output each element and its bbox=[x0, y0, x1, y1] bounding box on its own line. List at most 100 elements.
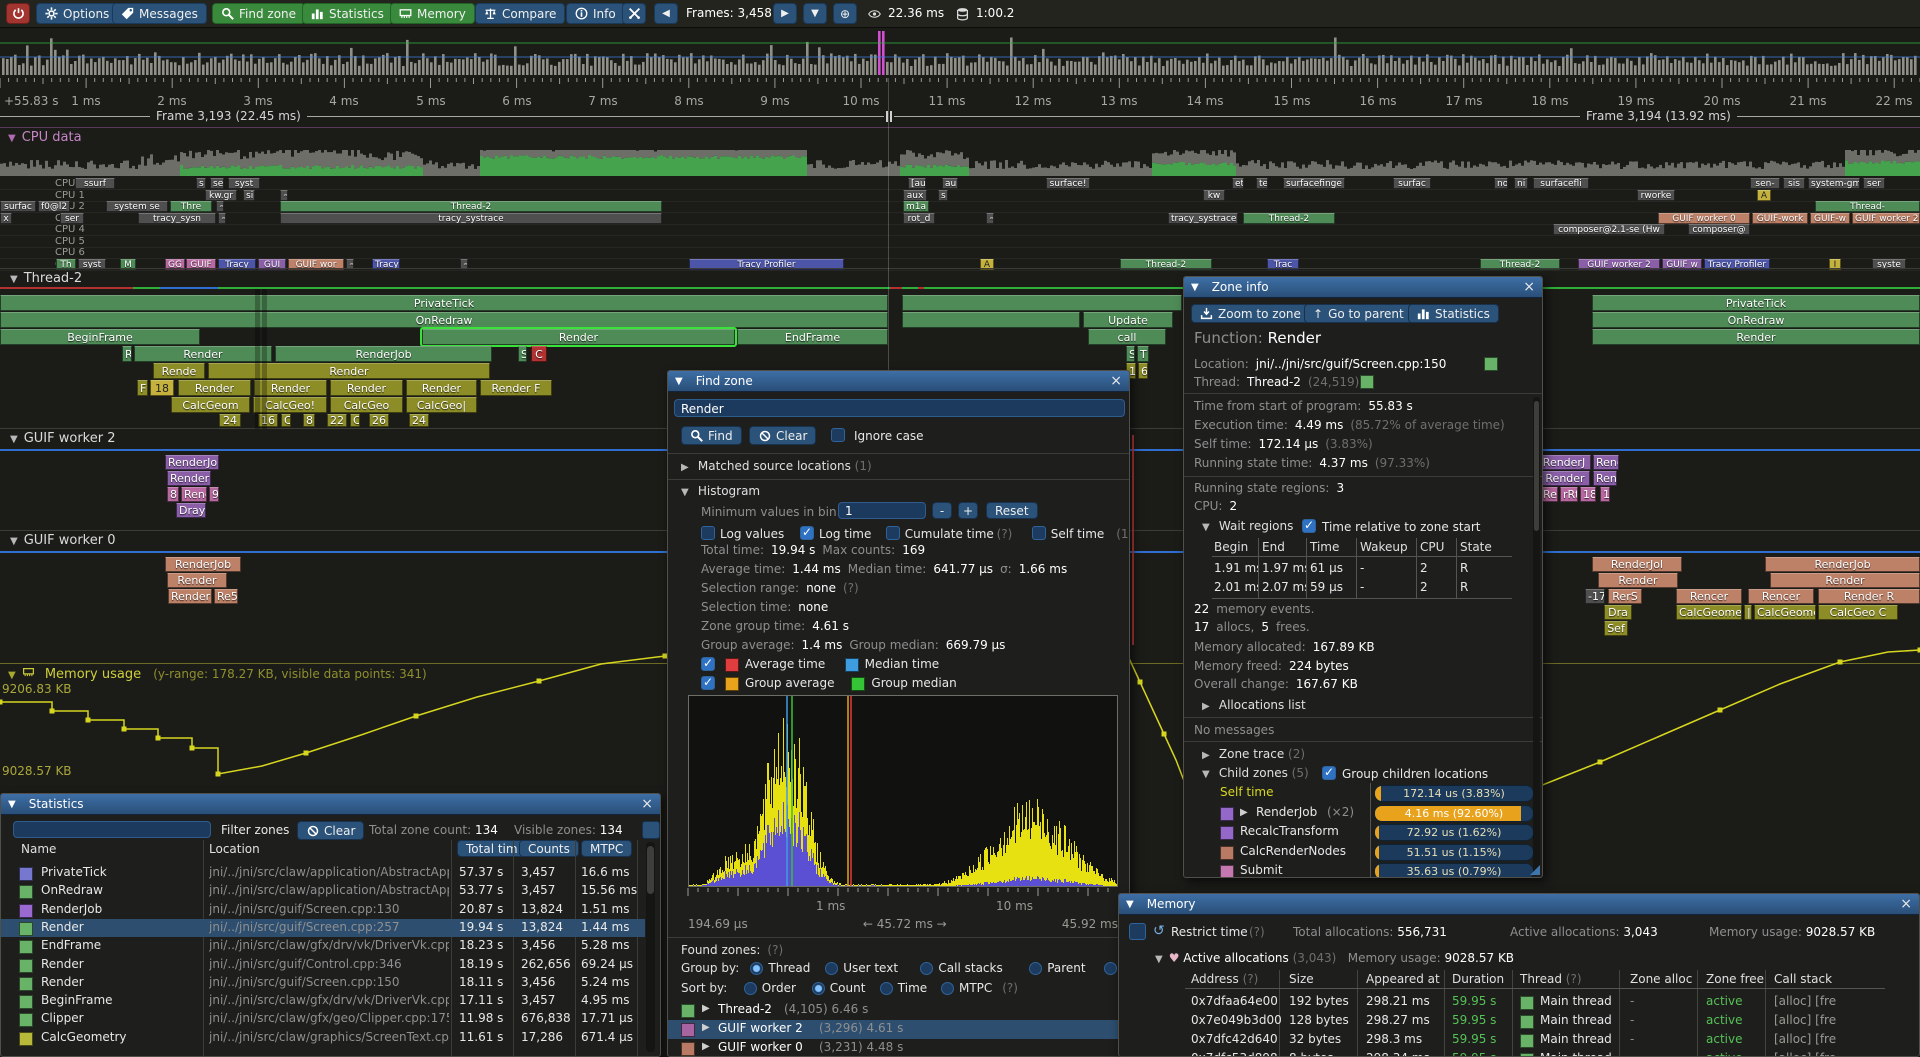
zone-chip[interactable]: 8 bbox=[303, 414, 315, 427]
cpu-zone-chip[interactable]: surfac bbox=[1393, 178, 1431, 189]
wait-regions-header[interactable]: ▼ Wait regions bbox=[1202, 519, 1294, 533]
zone-chip[interactable]: Render bbox=[420, 327, 737, 347]
zone-chip[interactable]: 16 bbox=[258, 414, 278, 427]
zone-chip[interactable]: S bbox=[518, 346, 527, 362]
legend-checkbox[interactable] bbox=[701, 656, 715, 671]
cpu-zone-chip[interactable]: GUIF w bbox=[1662, 259, 1702, 270]
zone-chip[interactable]: Render bbox=[406, 380, 477, 396]
find-zone-panel-titlebar[interactable]: ▼ Find zone × bbox=[668, 371, 1129, 392]
col-header-counts[interactable]: Counts bbox=[519, 840, 579, 857]
cpu-zone-chip[interactable]: no bbox=[1494, 178, 1508, 189]
zone-chip[interactable]: rRt bbox=[1560, 487, 1578, 502]
expand-arrow-icon[interactable]: ▶ bbox=[702, 1041, 710, 1052]
cpu-zone-chip[interactable]: Thread-2 bbox=[1120, 259, 1212, 270]
order-radio[interactable] bbox=[743, 982, 757, 995]
clear-filter-button[interactable]: Clear bbox=[297, 821, 365, 840]
cpu-zone-chip[interactable]: GUI bbox=[258, 259, 286, 270]
allocation-row[interactable]: 0x7dfc42d640 32 bytes 298.3 ms 59.95 s Main … bbox=[1119, 1032, 1919, 1050]
zone-chip[interactable]: CalcGeo bbox=[330, 397, 403, 413]
cpu-zone-chip[interactable]: au bbox=[942, 178, 958, 189]
child-zones[interactable]: ▼ Child zones (5) bbox=[1202, 766, 1309, 780]
cpu-zone-chip[interactable]: ~ bbox=[218, 213, 226, 224]
zone-chip[interactable]: Render bbox=[167, 471, 211, 486]
mem-col-header[interactable]: Duration bbox=[1452, 972, 1505, 986]
table-row[interactable]: BeginFrame jni/../jni/src/claw/gfx/drv/vk… bbox=[1, 992, 645, 1010]
cpu-data-header[interactable]: ▼ CPU data bbox=[8, 130, 82, 145]
zone-chip[interactable]: Render bbox=[178, 380, 251, 396]
user-text-radio[interactable] bbox=[825, 962, 839, 975]
cpu-zone-chip[interactable]: aux bbox=[903, 190, 927, 201]
scrollbar-thumb[interactable] bbox=[1534, 401, 1539, 531]
zone-search-input[interactable]: Render bbox=[674, 399, 1125, 417]
no-grouping-radio[interactable] bbox=[1104, 962, 1117, 975]
child-zone-row[interactable]: RecalcTransform 72.92 us (1.62%) bbox=[1184, 824, 1542, 841]
zone-chip[interactable]: Render bbox=[1540, 471, 1590, 486]
cpu-zone-chip[interactable]: Tracy Profiler bbox=[1704, 259, 1770, 270]
zone-chip[interactable]: 9 bbox=[209, 487, 219, 502]
cpu-zone-chip[interactable]: GUIF wor bbox=[288, 259, 344, 270]
zone-chip[interactable]: C bbox=[531, 346, 547, 362]
expand-arrow-icon[interactable]: ▶ bbox=[1240, 806, 1248, 818]
cpu-zone-chip[interactable]: s bbox=[196, 178, 206, 189]
zone-chip[interactable]: T bbox=[1137, 346, 1149, 362]
cpu-zone-chip[interactable]: composer@2.1-se (Hw bbox=[1553, 224, 1665, 235]
zone-chip[interactable]: Renc bbox=[1593, 455, 1619, 470]
cpu-zone-chip[interactable]: ni bbox=[1514, 178, 1528, 189]
table-row[interactable]: OnRedraw jni/../jni/src/claw/application/… bbox=[1, 882, 645, 900]
cpu-zone-chip[interactable]: GUIF worker 0 bbox=[1658, 213, 1750, 224]
find-zone-button[interactable]: Find zone bbox=[212, 3, 306, 24]
memory-button[interactable]: Memory bbox=[390, 3, 475, 24]
cpu-zone-chip[interactable]: se bbox=[210, 178, 224, 189]
zone-group-row[interactable]: ▶ GUIF worker 2 (3,296) 4.61 s bbox=[668, 1020, 1129, 1039]
increase-bin-button[interactable]: + bbox=[958, 502, 978, 519]
allocation-row[interactable]: 0x7dfaa64e00 192 bytes 298.21 ms 59.95 s Mai… bbox=[1119, 994, 1919, 1012]
zone-chip[interactable] bbox=[902, 295, 1182, 311]
zone-statistics-button[interactable]: Statistics bbox=[1408, 304, 1499, 323]
cpu-zone-chip[interactable]: Tracy Profiler bbox=[689, 259, 844, 270]
cpu-zone-chip[interactable]: composer@ bbox=[1688, 224, 1750, 235]
scrollbar[interactable] bbox=[646, 842, 655, 1052]
zone-chip[interactable]: F bbox=[137, 380, 148, 396]
close-icon[interactable]: × bbox=[1110, 373, 1122, 389]
zone-chip[interactable]: 1 bbox=[1600, 487, 1610, 502]
tools-button[interactable] bbox=[622, 3, 646, 24]
expand-arrow-icon[interactable]: ▶ bbox=[702, 1003, 710, 1014]
call-stacks-radio[interactable] bbox=[920, 962, 934, 975]
col-header-location[interactable]: Location bbox=[209, 842, 260, 856]
zone-chip[interactable]: RenderJob bbox=[1765, 557, 1920, 572]
cpu-zone-chip[interactable]: surfacefinge bbox=[1283, 178, 1345, 189]
cpu-zone-chip[interactable]: kw bbox=[1203, 190, 1225, 201]
zone-chip[interactable]: RenderJo bbox=[165, 455, 219, 470]
cpu-zone-chip[interactable]: GUIF worker 2 bbox=[1578, 259, 1660, 270]
table-row[interactable]: Clipper jni/../jni/src/claw/gfx/geo/Clipp… bbox=[1, 1010, 645, 1028]
zone-chip[interactable]: Render F bbox=[480, 380, 552, 396]
cpu-zone-chip[interactable]: Tracy bbox=[372, 259, 400, 270]
cpu-zone-chip[interactable]: surface! bbox=[1046, 178, 1090, 189]
zone-chip[interactable]: BeginFrame bbox=[0, 329, 200, 345]
cpu-zone-chip[interactable]: si bbox=[243, 190, 255, 201]
group-children-checkbox[interactable] bbox=[1322, 765, 1336, 780]
zone-chip[interactable]: RenderJol bbox=[1592, 557, 1682, 572]
mtpc-radio[interactable] bbox=[941, 982, 954, 995]
cpu-zone-chip[interactable]: Thread-2 bbox=[280, 201, 662, 212]
zone-info-panel-titlebar[interactable]: ▼ Zone info × bbox=[1184, 277, 1542, 298]
col-header-mtpc[interactable]: MTPC bbox=[581, 840, 633, 857]
zone-chip[interactable]: Dra bbox=[1604, 605, 1632, 620]
zone-chip[interactable]: Render bbox=[1598, 573, 1678, 588]
zone-chip[interactable]: 24 bbox=[219, 414, 241, 427]
cpu-zone-chip[interactable]: surfacefli bbox=[1533, 178, 1589, 189]
close-icon[interactable]: × bbox=[641, 796, 653, 812]
zone-chip[interactable]: 24 bbox=[409, 414, 429, 427]
log-values-checkbox[interactable] bbox=[701, 526, 715, 540]
zone-chip[interactable]: Update bbox=[1083, 312, 1173, 328]
reset-button[interactable]: Reset bbox=[986, 502, 1038, 519]
child-zone-row[interactable]: CalcRenderNodes 51.51 us (1.15%) bbox=[1184, 843, 1542, 861]
table-row[interactable]: Render jni/../jni/src/guif/Screen.cpp:150… bbox=[1, 974, 645, 992]
cpu-zone-chip[interactable]: Th bbox=[56, 259, 76, 270]
filter-zones-input[interactable] bbox=[13, 821, 211, 838]
cpu-zone-chip[interactable]: rworke bbox=[1637, 190, 1675, 201]
mem-col-header[interactable]: Call stack bbox=[1774, 972, 1833, 986]
zone-chip[interactable]: RenderJ bbox=[1537, 455, 1591, 470]
cpu-zone-chip[interactable]: A bbox=[980, 259, 994, 270]
zone-chip[interactable]: RerS bbox=[1608, 589, 1642, 604]
